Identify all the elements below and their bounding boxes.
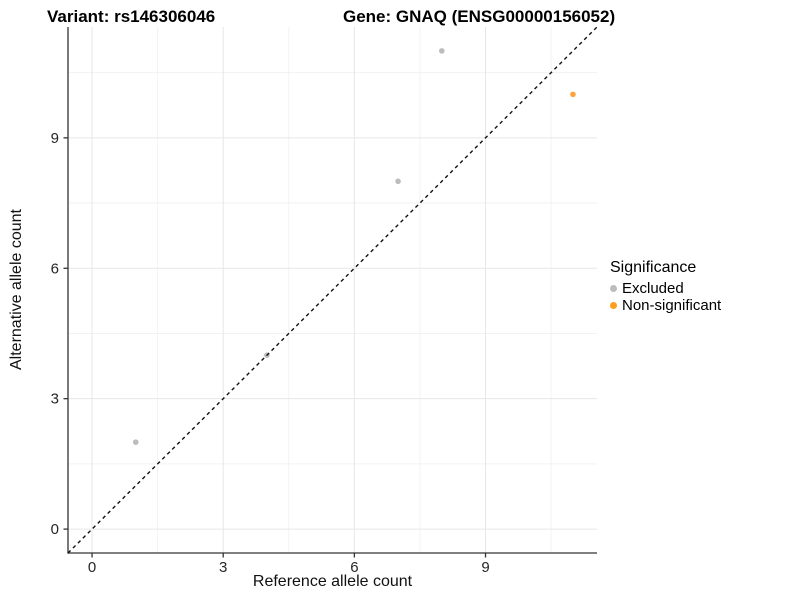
identity-line <box>67 26 598 554</box>
y-tick-label: 9 <box>51 130 59 147</box>
y-axis-title: Alternative allele count <box>8 209 25 371</box>
legend-items: Excluded Non-significant <box>610 279 795 314</box>
legend-item-label: Excluded <box>622 279 684 297</box>
legend-item-label: Non-significant <box>622 296 722 314</box>
legend-dot-icon <box>610 301 617 309</box>
data-point-excluded <box>438 48 445 54</box>
legend-dot-icon <box>610 284 617 292</box>
legend: Significance Excluded Non-significant <box>610 259 795 314</box>
data-point-excluded <box>395 178 401 185</box>
x-axis-title: Reference allele count <box>252 573 413 590</box>
y-tick-label: 6 <box>51 260 59 277</box>
x-tick-label: 6 <box>350 559 358 576</box>
y-tick-label: 3 <box>51 391 59 408</box>
data-point-non-significant <box>570 91 576 98</box>
x-tick-label: 9 <box>481 559 489 576</box>
y-tick-label: 0 <box>51 521 59 538</box>
variant-title: Variant: rs146306046 <box>47 7 216 26</box>
legend-item-non-significant: Non-significant <box>610 296 795 314</box>
x-tick-label: 3 <box>219 559 227 576</box>
gene-title: Gene: GNAQ (ENSG00000156052) <box>343 7 616 26</box>
legend-title: Significance <box>610 259 697 276</box>
legend-item-excluded: Excluded <box>610 279 795 297</box>
data-point-excluded <box>132 439 139 445</box>
x-tick-label: 0 <box>88 559 96 576</box>
